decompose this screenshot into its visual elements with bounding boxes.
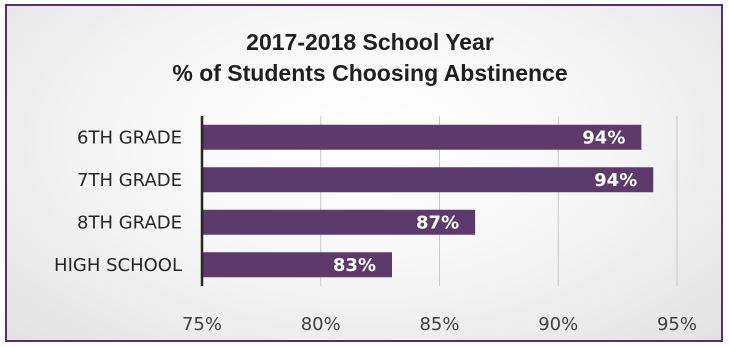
- x-axis-ticks: 75% 80% 85% 90% 95%: [182, 314, 697, 335]
- data-label: 83%: [333, 255, 376, 276]
- x-tick-label: 75%: [182, 314, 222, 335]
- category-label: HIGH SCHOOL: [54, 255, 182, 276]
- data-label: 94%: [594, 170, 637, 191]
- category-label: 6TH GRADE: [77, 127, 182, 148]
- bar: [202, 209, 476, 235]
- bar: [202, 167, 654, 193]
- chart-title: 2017-2018 School Year: [246, 29, 494, 55]
- bar: [202, 124, 642, 150]
- bars: 94% 94% 87% 83%: [202, 124, 654, 278]
- bar: [202, 252, 392, 278]
- chart-subtitle: % of Students Choosing Abstinence: [172, 60, 567, 86]
- x-tick-label: 95%: [657, 314, 697, 335]
- category-labels: 6TH GRADE 7TH GRADE 8TH GRADE HIGH SCHOOL: [54, 127, 182, 276]
- x-tick-label: 85%: [419, 314, 459, 335]
- category-label: 7TH GRADE: [77, 170, 182, 191]
- data-label: 94%: [582, 127, 625, 148]
- x-tick-label: 90%: [538, 314, 578, 335]
- data-label: 87%: [416, 212, 459, 233]
- x-tick-label: 80%: [301, 314, 341, 335]
- category-label: 8TH GRADE: [77, 212, 182, 233]
